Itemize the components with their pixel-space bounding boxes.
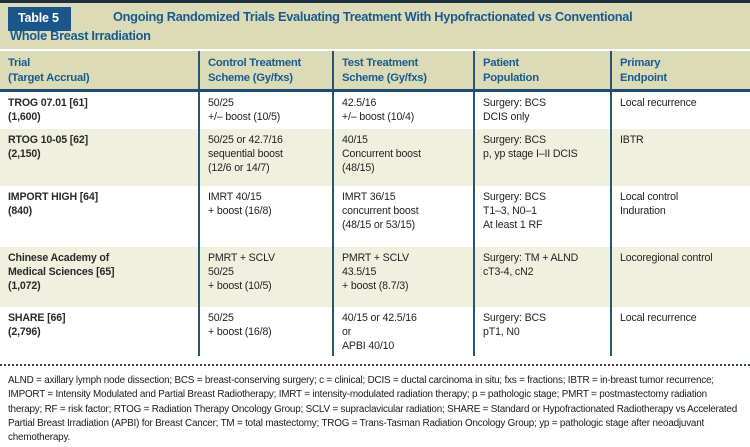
trial-cell: SHARE [66] (2,796) <box>8 312 66 339</box>
primary-endpoint-cell: Local control Induration <box>610 186 750 248</box>
footnote: ALND = axillary lymph node dissection; B… <box>8 375 738 443</box>
test-scheme-cell: IMRT 36/15 concurrent boost (48/15 or 53… <box>332 186 473 248</box>
control-scheme-cell: 50/25 or 42.7/16 sequential boost (12/6 … <box>198 129 332 187</box>
patient-population-cell: Surgery: TM + ALND cT3-4, cN2 <box>473 247 610 308</box>
table-row: RTOG 10-05 [62] (2,150) 50/25 or 42.7/16… <box>0 129 750 187</box>
table-number-label: Table 5 <box>8 7 71 31</box>
patient-population-cell: Surgery: BCS p, yp stage I–II DCIS <box>473 129 610 187</box>
trial-cell: Chinese Academy of Medical Sciences [65]… <box>8 252 115 293</box>
column-header-control-scheme: Control Treatment Scheme (Gy/fxs) <box>198 51 332 90</box>
table-row: TROG 07.01 [61] (1,600) 50/25 +/– boost … <box>0 92 750 130</box>
patient-population-cell: Surgery: BCS DCIS only <box>473 92 610 130</box>
test-scheme-cell: 40/15 or 42.5/16 or APBI 40/10 <box>332 307 473 357</box>
primary-endpoint-cell: Locoregional control <box>610 247 750 308</box>
column-header-trial: Trial (Target Accrual) <box>8 57 90 85</box>
test-scheme-cell: PMRT + SCLV 43.5/15 + boost (8.7/3) <box>332 247 473 308</box>
table-bottom-dotted-rule <box>0 356 750 367</box>
control-scheme-cell: PMRT + SCLV 50/25 + boost (10/5) <box>198 247 332 308</box>
table-body: TROG 07.01 [61] (1,600) 50/25 +/– boost … <box>0 92 750 357</box>
column-header-patient-population: Patient Population <box>473 51 610 90</box>
control-scheme-cell: IMRT 40/15 + boost (16/8) <box>198 186 332 248</box>
test-scheme-cell: 40/15 Concurrent boost (48/15) <box>332 129 473 187</box>
table-top-rule <box>0 0 750 3</box>
table-row: Chinese Academy of Medical Sciences [65]… <box>0 247 750 308</box>
primary-endpoint-cell: IBTR <box>610 129 750 187</box>
table-title-band: Table 5 Ongoing Randomized Trials Evalua… <box>0 3 750 50</box>
control-scheme-cell: 50/25 + boost (16/8) <box>198 307 332 357</box>
table-row: SHARE [66] (2,796) 50/25 + boost (16/8) … <box>0 307 750 357</box>
test-scheme-cell: 42.5/16 +/– boost (10/4) <box>332 92 473 130</box>
control-scheme-cell: 50/25 +/– boost (10/5) <box>198 92 332 130</box>
primary-endpoint-cell: Local recurrence <box>610 92 750 130</box>
table-title: Ongoing Randomized Trials Evaluating Tre… <box>10 9 633 43</box>
trial-cell: RTOG 10-05 [62] (2,150) <box>8 134 88 161</box>
table-row: IMPORT HIGH [64] (840) IMRT 40/15 + boos… <box>0 186 750 248</box>
patient-population-cell: Surgery: BCS pT1, N0 <box>473 307 610 357</box>
table-header-row: Trial (Target Accrual) Control Treatment… <box>0 49 750 93</box>
column-header-primary-endpoint: Primary Endpoint <box>610 51 750 90</box>
column-header-test-scheme: Test Treatment Scheme (Gy/fxs) <box>332 51 473 90</box>
trial-cell: TROG 07.01 [61] (1,600) <box>8 97 88 124</box>
patient-population-cell: Surgery: BCS T1–3, N0–1 At least 1 RF <box>473 186 610 248</box>
primary-endpoint-cell: Local recurrence <box>610 307 750 357</box>
trial-cell: IMPORT HIGH [64] (840) <box>8 191 99 218</box>
